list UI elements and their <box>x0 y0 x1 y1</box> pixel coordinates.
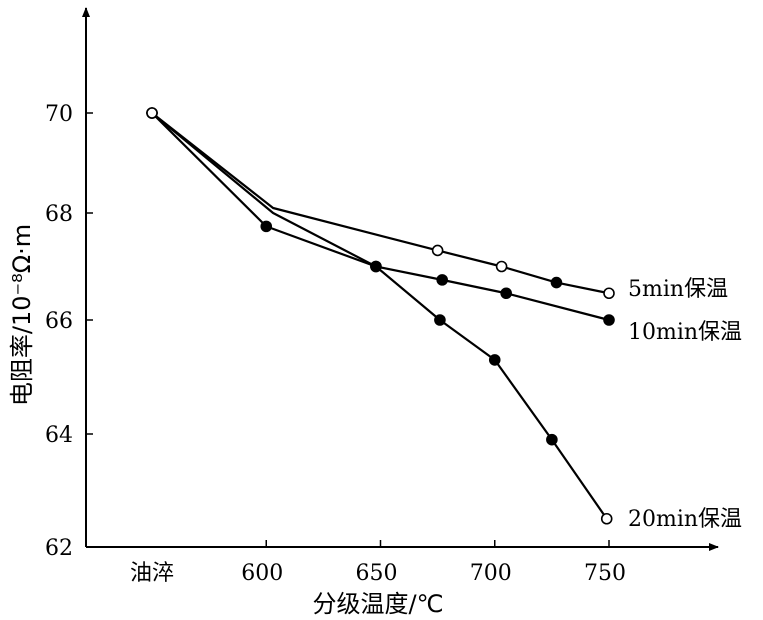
data-point-filled <box>434 314 446 326</box>
y-tick-label: 68 <box>45 202 73 227</box>
x-tick-label: 700 <box>470 561 512 586</box>
label-layer: 5min保温 10min保温 20min保温 <box>628 277 742 532</box>
y-tick-label: 66 <box>45 309 73 334</box>
series-label: 10min保温 <box>628 320 742 345</box>
data-point-open <box>603 287 615 300</box>
y-tick-label: 62 <box>45 536 73 561</box>
series-layer <box>146 107 615 525</box>
series-markers <box>146 107 615 326</box>
data-point-open <box>495 260 508 273</box>
data-point-open <box>600 512 613 525</box>
y-tick-label: 70 <box>45 102 73 127</box>
series-label: 5min保温 <box>628 277 728 302</box>
data-point-filled <box>370 260 382 273</box>
data-point-filled <box>436 274 448 286</box>
x-tick-label: 650 <box>356 561 398 586</box>
series-markers <box>146 107 613 525</box>
data-point-filled <box>603 314 615 326</box>
x-tick-label: 600 <box>241 561 283 586</box>
x-axis-title: 分级温度/℃ <box>312 590 443 618</box>
series-line <box>151 112 608 520</box>
data-point-open <box>431 244 444 257</box>
data-point-filled <box>488 354 501 366</box>
data-point-filled <box>546 433 558 446</box>
data-point-filled <box>500 287 512 300</box>
axes: 62 64 66 68 70 油淬 600 650 700 750 分级温度/℃ 电阻率/10⁻⁸Ω·… <box>8 7 719 618</box>
data-point-open <box>146 107 158 119</box>
data-point-filled <box>550 276 563 289</box>
series-label: 20min保温 <box>628 507 742 532</box>
x-tick-label: 油淬 <box>130 561 174 586</box>
x-tick-label: 750 <box>584 561 626 586</box>
y-tick-label: 64 <box>45 423 73 448</box>
data-point-filled <box>260 220 273 233</box>
series-line <box>151 112 610 322</box>
series-line <box>151 112 610 295</box>
y-axis-title: 电阻率/10⁻⁸Ω·m <box>8 224 36 406</box>
